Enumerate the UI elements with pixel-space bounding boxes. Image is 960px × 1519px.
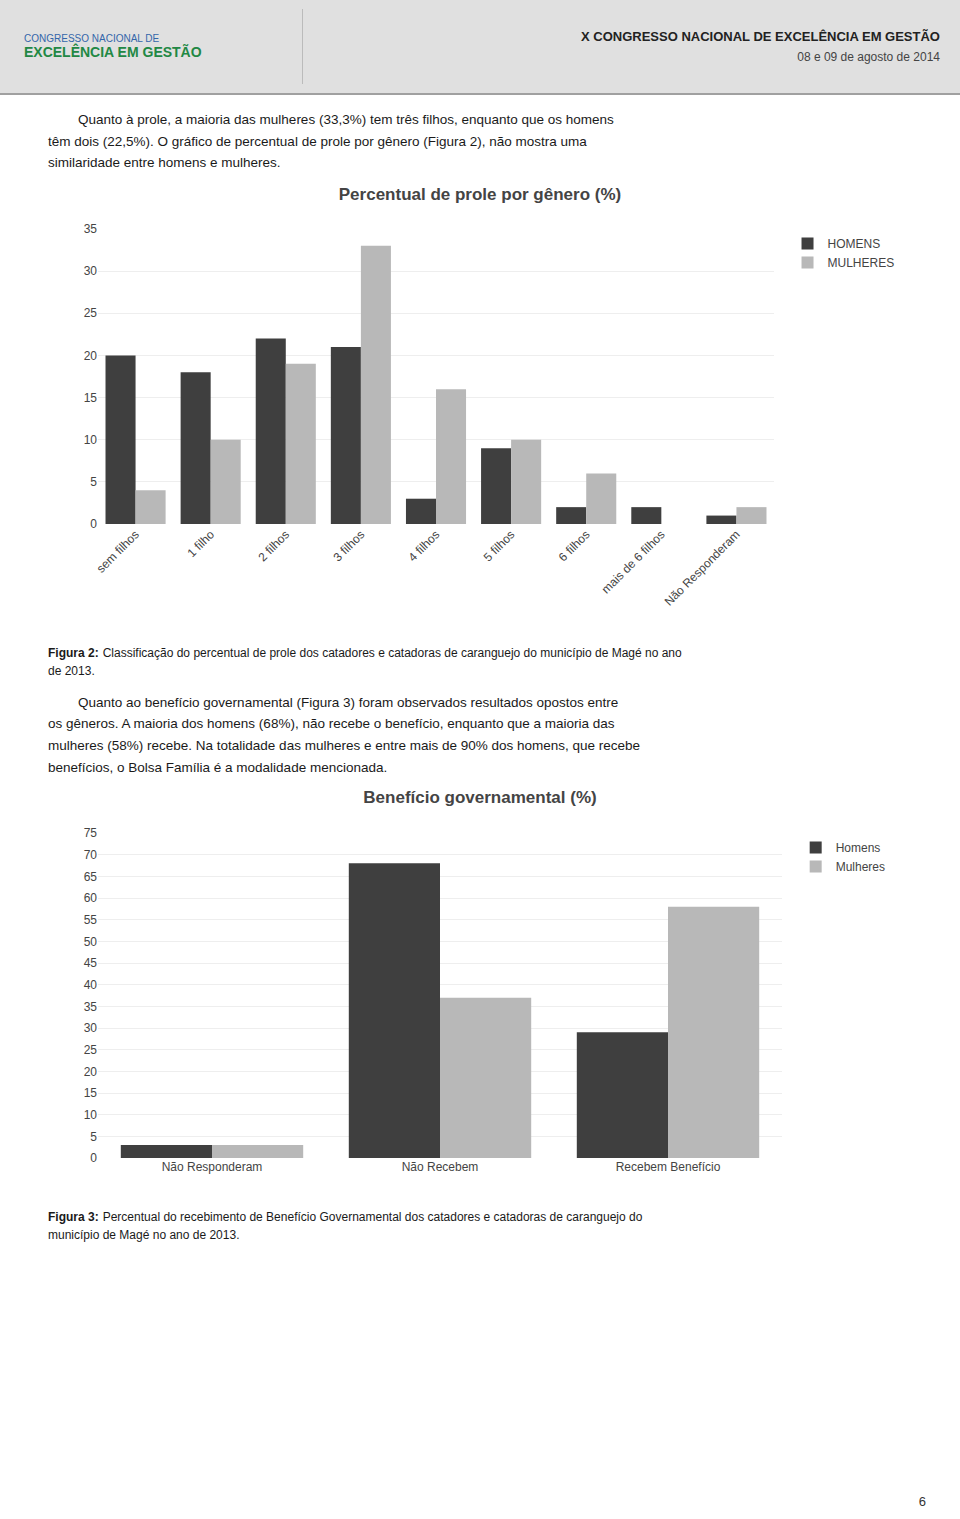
html-text:similaridade entre homens e mu: similaridade entre homens e mulheres. [48, 155, 281, 171]
html-text:Quanto ao benefício governamen: Quanto ao benefício governamental (Figur… [48, 694, 619, 710]
svg-text:5: 5 [90, 1130, 97, 1144]
svg-text:HOMENS: HOMENS [828, 237, 881, 251]
html-text:benefícios, o Bolsa Família é: benefícios, o Bolsa Família é a modalida… [48, 759, 388, 775]
svg-text:5 filhos: 5 filhos [481, 527, 518, 564]
html-text:Figura 3: Percentual do recebi: Figura 3: Percentual do recebimento de B… [48, 1210, 643, 1225]
svg-text:75: 75 [84, 826, 98, 840]
html-text:município de Magé no ano de 20: município de Magé no ano de 2013. [48, 1228, 240, 1243]
svg-text:6 filhos: 6 filhos [556, 527, 593, 564]
svg-text:0: 0 [90, 1151, 97, 1165]
svg-text:Recebem Benefício: Recebem Benefício [616, 1160, 721, 1174]
svg-text:5: 5 [90, 475, 97, 489]
svg-text:2 filhos: 2 filhos [255, 527, 292, 564]
svg-text:15: 15 [84, 391, 98, 405]
html-text:Figura 2: Classificação do per: Figura 2: Classificação do percentual de… [48, 645, 682, 660]
svg-text:40: 40 [84, 978, 98, 992]
html-text:Quanto à prole, a maioria das: Quanto à prole, a maioria das mulheres (… [48, 112, 614, 127]
svg-text:15: 15 [84, 1086, 98, 1100]
svg-text:45: 45 [84, 956, 98, 970]
html-text:os gêneros. A maioria dos home: os gêneros. A maioria dos homens (68%), … [48, 716, 615, 732]
svg-text:50: 50 [84, 935, 98, 949]
svg-text:20: 20 [84, 348, 98, 362]
svg-text:10: 10 [84, 433, 98, 447]
svg-text:25: 25 [84, 1043, 98, 1057]
svg-text:Não Responderam: Não Responderam [162, 1160, 263, 1174]
svg-text:10: 10 [84, 1108, 98, 1122]
svg-text:Mulheres: Mulheres [836, 860, 885, 874]
svg-text:60: 60 [84, 891, 98, 905]
svg-text:Não Responderam: Não Responderam [662, 527, 743, 608]
svg-text:0: 0 [90, 517, 97, 531]
svg-text:20: 20 [84, 1065, 98, 1079]
svg-text:4 filhos: 4 filhos [406, 527, 443, 564]
svg-text:25: 25 [84, 306, 98, 320]
html-text:mulheres (58%) recebe. Na tota: mulheres (58%) recebe. Na totalidade das… [48, 738, 641, 753]
svg-text:35: 35 [84, 222, 98, 236]
html-text:EXCELÊNCIA EM GESTÃO: EXCELÊNCIA EM GESTÃO [24, 44, 202, 60]
svg-text:55: 55 [84, 913, 98, 927]
svg-text:1 filho: 1 filho [184, 527, 217, 560]
svg-text:30: 30 [84, 1021, 98, 1035]
html-text:08 e 09 de agosto de 2014: 08 e 09 de agosto de 2014 [797, 50, 940, 64]
svg-text:mais de 6 filhos: mais de 6 filhos [599, 527, 668, 596]
svg-text:35: 35 [84, 1000, 98, 1014]
svg-text:Homens: Homens [836, 841, 881, 855]
svg-text:30: 30 [84, 264, 98, 278]
svg-text:3 filhos: 3 filhos [330, 527, 367, 564]
svg-text:MULHERES: MULHERES [828, 256, 895, 270]
html-text:CONGRESSO NACIONAL DE: CONGRESSO NACIONAL DE [24, 33, 160, 44]
svg-text:70: 70 [84, 848, 98, 862]
svg-text:65: 65 [84, 870, 98, 884]
svg-text:Não Recebem: Não Recebem [402, 1160, 479, 1174]
html-text:X CONGRESSO NACIONAL DE EXCELÊ: X CONGRESSO NACIONAL DE EXCELÊNCIA EM GE… [581, 29, 940, 44]
html-text:têm dois (22,5%). O gráfico de: têm dois (22,5%). O gráfico de percentua… [48, 133, 587, 149]
svg-text:sem filhos: sem filhos [94, 527, 142, 575]
svg-text:Percentual de prole por gênero: Percentual de prole por gênero (%) [339, 185, 621, 204]
svg-text:Benefício governamental (%): Benefício governamental (%) [363, 788, 596, 807]
html-text:6: 6 [918, 1494, 926, 1509]
html-text:de 2013.: de 2013. [48, 663, 95, 678]
